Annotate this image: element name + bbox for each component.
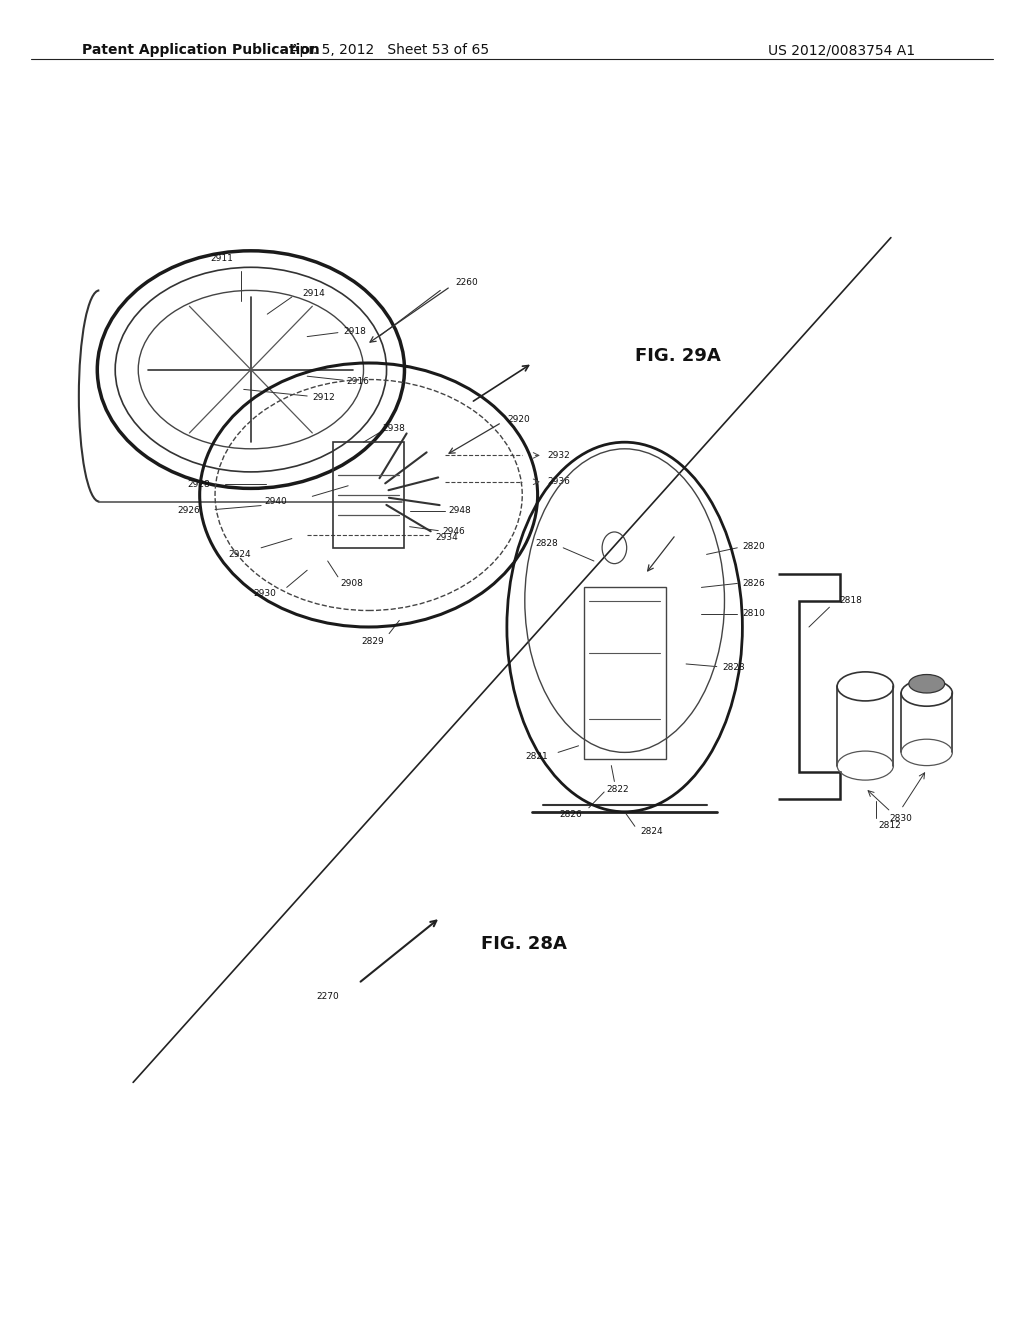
Text: 2934: 2934 [435, 533, 458, 541]
Text: 2270: 2270 [316, 993, 339, 1001]
Text: 2932: 2932 [548, 451, 570, 459]
Text: 2912: 2912 [312, 393, 335, 401]
Text: 2924: 2924 [228, 550, 251, 558]
Text: 2820: 2820 [742, 543, 765, 550]
Text: 2920: 2920 [507, 416, 529, 424]
Text: 2260: 2260 [456, 279, 478, 286]
Text: 2826: 2826 [742, 579, 765, 587]
Text: 2911: 2911 [211, 255, 233, 263]
Ellipse shape [909, 675, 944, 693]
Text: 2928: 2928 [187, 480, 210, 488]
Text: FIG. 28A: FIG. 28A [481, 935, 567, 953]
Text: 2829: 2829 [361, 638, 384, 645]
Text: 2946: 2946 [442, 528, 465, 536]
Text: 2822: 2822 [606, 785, 629, 793]
Text: US 2012/0083754 A1: US 2012/0083754 A1 [768, 44, 915, 57]
Text: 2824: 2824 [640, 828, 663, 836]
Text: 2926: 2926 [177, 507, 200, 515]
Text: Apr. 5, 2012   Sheet 53 of 65: Apr. 5, 2012 Sheet 53 of 65 [290, 44, 488, 57]
Text: 2826: 2826 [559, 810, 582, 818]
Text: 2930: 2930 [254, 590, 276, 598]
Text: 2918: 2918 [343, 327, 366, 335]
Text: 2812: 2812 [879, 821, 901, 829]
Text: 2940: 2940 [264, 498, 287, 506]
Text: 2916: 2916 [346, 378, 369, 385]
Text: 2948: 2948 [449, 507, 471, 515]
Text: 2936: 2936 [548, 478, 570, 486]
Text: 2938: 2938 [382, 425, 404, 433]
Text: 2823: 2823 [722, 664, 744, 672]
Text: 2830: 2830 [890, 814, 912, 822]
Text: 2908: 2908 [340, 579, 362, 587]
Text: FIG. 29A: FIG. 29A [635, 347, 721, 366]
Text: 2828: 2828 [536, 540, 558, 548]
Text: 2818: 2818 [840, 597, 862, 605]
Text: Patent Application Publication: Patent Application Publication [82, 44, 319, 57]
Text: 2810: 2810 [742, 610, 765, 618]
Text: 2821: 2821 [525, 752, 548, 760]
Text: 2914: 2914 [302, 289, 325, 297]
